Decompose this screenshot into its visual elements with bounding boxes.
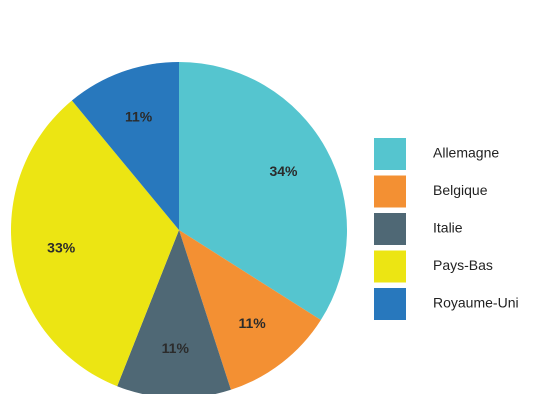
legend-swatch-pays-bas bbox=[374, 250, 406, 283]
pie-slice-royaume-uni bbox=[71, 62, 179, 230]
legend-swatch-belgique bbox=[374, 175, 406, 208]
pie-slice-italie bbox=[117, 230, 231, 394]
pie-slice-belgique bbox=[179, 230, 321, 390]
legend-swatch-italie bbox=[374, 213, 406, 245]
slice-label-belgique: 11% bbox=[238, 315, 266, 331]
legend-swatch-royaume-uni bbox=[374, 288, 406, 320]
pie-slice-pays-bas bbox=[10, 100, 180, 387]
slice-label-italie: 11% bbox=[162, 340, 190, 356]
legend-label-pays-bas: Pays-Bas bbox=[433, 257, 493, 273]
slice-label-royaume-uni: 11% bbox=[125, 109, 153, 125]
legend-label-italie: Italie bbox=[433, 220, 463, 236]
legend-label-belgique: Belgique bbox=[433, 182, 488, 198]
slice-label-pays-bas: 33% bbox=[47, 239, 76, 255]
slice-label-allemagne: 34% bbox=[269, 163, 298, 179]
pie-slice-labels: 34% 11% 11% 33% 11% bbox=[47, 109, 298, 356]
pie-slice-allemagne bbox=[179, 62, 348, 321]
pie-slices bbox=[10, 62, 348, 394]
legend-swatch-allemagne bbox=[374, 138, 406, 170]
legend-label-allemagne: Allemagne bbox=[433, 145, 499, 161]
legend: Allemagne Belgique Italie Pays-Bas Royaume-U… bbox=[374, 138, 519, 320]
legend-label-royaume-uni: Royaume-Uni bbox=[433, 295, 519, 311]
